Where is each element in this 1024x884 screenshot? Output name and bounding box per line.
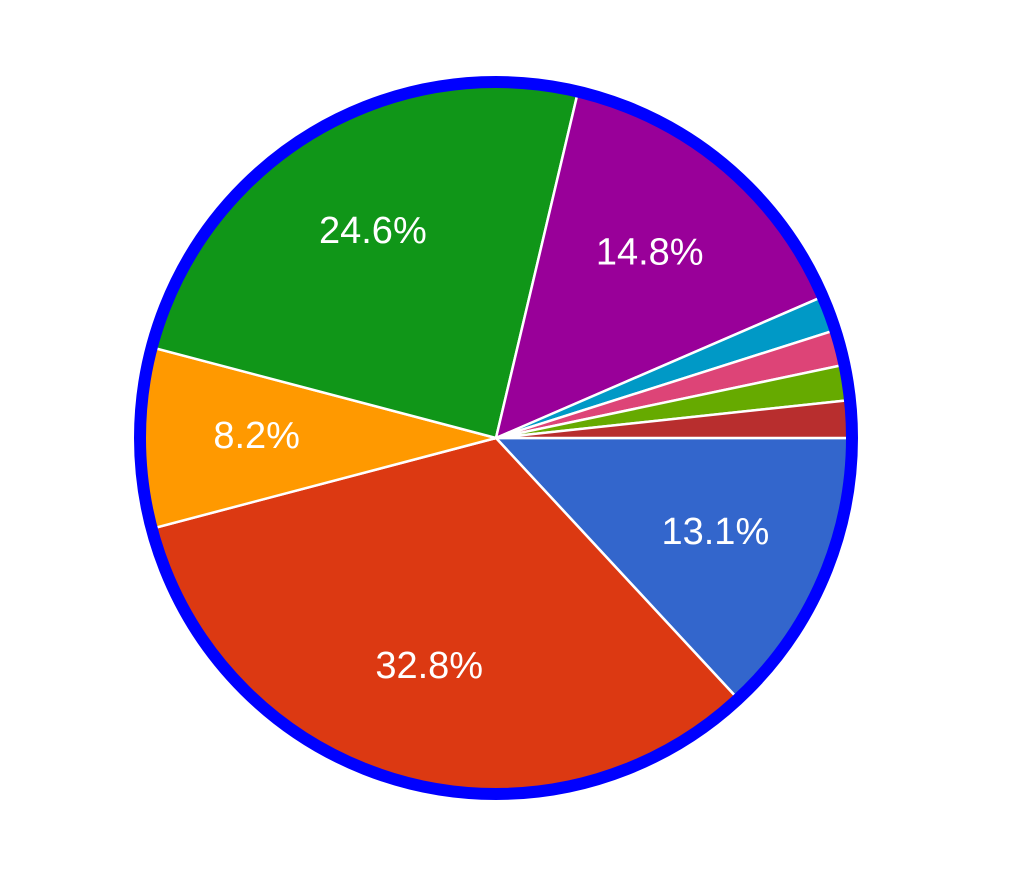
value-label: 8.2%	[213, 415, 300, 457]
value-label: 13.1%	[661, 511, 769, 553]
pie-border	[134, 76, 858, 800]
value-label: 32.8%	[375, 645, 483, 687]
value-label: 24.6%	[319, 210, 427, 252]
value-label: 14.8%	[596, 232, 704, 274]
